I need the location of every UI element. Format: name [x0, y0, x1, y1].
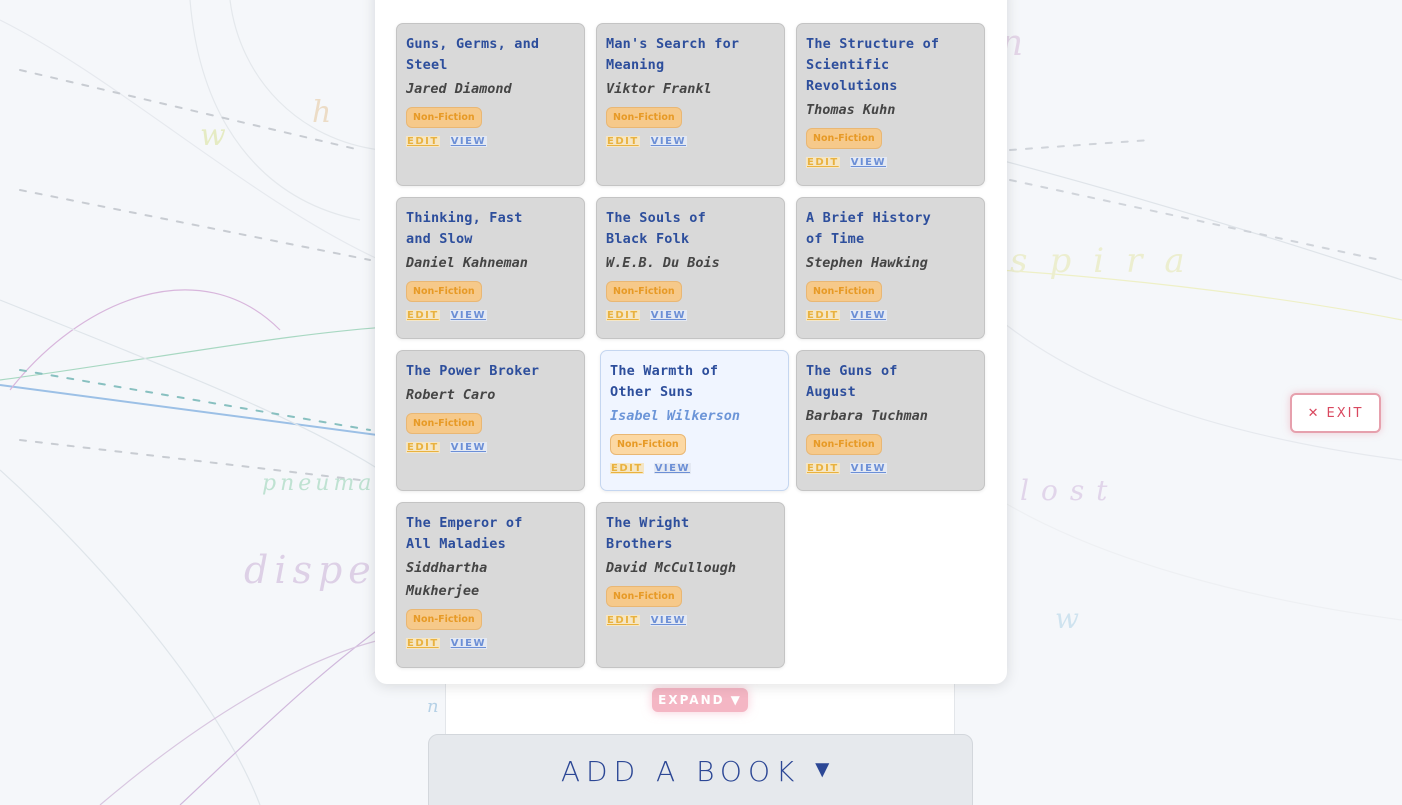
book-card[interactable]: Guns, Germs, and Steel Jared Diamond Non… — [396, 23, 585, 186]
book-author: Stephen Hawking — [806, 255, 928, 271]
background-word-lost: lost — [1020, 474, 1119, 507]
background-word-w: w — [200, 118, 226, 153]
expand-button[interactable]: EXPAND ▼ — [652, 688, 748, 712]
edit-link[interactable]: EDIT — [606, 136, 640, 147]
expand-label: EXPAND — [658, 693, 725, 707]
book-author: Robert Caro — [406, 387, 496, 403]
book-title: The Guns of August — [806, 363, 898, 400]
view-link[interactable]: VIEW — [849, 157, 888, 168]
book-title: The Wright Brothers — [606, 515, 690, 552]
book-author: Daniel Kahneman — [406, 255, 528, 271]
add-a-book-label: ADD A BOOK — [560, 755, 801, 788]
chevron-down-icon: ▼ — [730, 693, 742, 707]
genre-badge: Non-Fiction — [606, 281, 682, 302]
edit-link[interactable]: EDIT — [806, 157, 840, 168]
book-card[interactable]: The Emperor of All Maladies Siddhartha M… — [396, 502, 585, 668]
book-title: The Structure of Scientific Revolutions — [806, 36, 940, 94]
view-link[interactable]: VIEW — [449, 136, 488, 147]
background-word-h: h — [312, 95, 331, 130]
view-link[interactable]: VIEW — [849, 310, 888, 321]
view-link[interactable]: VIEW — [449, 638, 488, 649]
exit-button[interactable]: ✕ EXIT — [1290, 393, 1381, 433]
genre-badge: Non-Fiction — [406, 107, 482, 128]
view-link[interactable]: VIEW — [649, 310, 688, 321]
genre-badge: Non-Fiction — [606, 586, 682, 607]
book-author: Viktor Frankl — [606, 81, 712, 97]
book-author: David McCullough — [606, 560, 737, 576]
edit-link[interactable]: EDIT — [606, 310, 640, 321]
view-link[interactable]: VIEW — [649, 615, 688, 626]
book-author: Jared Diamond — [406, 81, 512, 97]
edit-link[interactable]: EDIT — [406, 136, 440, 147]
book-card[interactable]: The Wright Brothers David McCullough Non… — [596, 502, 785, 668]
edit-link[interactable]: EDIT — [406, 310, 440, 321]
book-title: Thinking, Fast and Slow — [406, 210, 523, 247]
book-title: The Emperor of All Maladies — [406, 515, 523, 552]
close-icon: ✕ — [1307, 405, 1321, 421]
genre-badge: Non-Fiction — [406, 413, 482, 434]
genre-badge: Non-Fiction — [610, 434, 686, 455]
view-link[interactable]: VIEW — [449, 442, 488, 453]
background-word-w2: w — [1055, 602, 1079, 635]
genre-badge: Non-Fiction — [806, 434, 882, 455]
edit-link[interactable]: EDIT — [406, 442, 440, 453]
background-word-n2: n — [427, 696, 439, 717]
book-author: Siddhartha Mukherjee — [406, 560, 488, 599]
view-link[interactable]: VIEW — [849, 463, 888, 474]
book-grid-panel: Guns, Germs, and Steel Jared Diamond Non… — [375, 0, 1007, 684]
book-author: Isabel Wilkerson — [610, 408, 741, 424]
book-title: Man's Search for Meaning — [606, 36, 740, 73]
book-card[interactable]: The Souls of Black Folk W.E.B. Du Bois N… — [596, 197, 785, 339]
genre-badge: Non-Fiction — [406, 281, 482, 302]
edit-link[interactable]: EDIT — [406, 638, 440, 649]
edit-link[interactable]: EDIT — [610, 463, 644, 474]
exit-label: EXIT — [1326, 405, 1364, 421]
background-word-dispe: dispe — [244, 548, 377, 592]
book-card[interactable]: A Brief History of Time Stephen Hawking … — [796, 197, 985, 339]
book-author: Thomas Kuhn — [806, 102, 896, 118]
edit-link[interactable]: EDIT — [806, 310, 840, 321]
book-card[interactable]: The Structure of Scientific Revolutions … — [796, 23, 985, 186]
background-word-spira: spira — [1010, 241, 1207, 281]
background-word-pneuma: pneuma — [262, 471, 375, 496]
book-title: A Brief History of Time — [806, 210, 931, 247]
genre-badge: Non-Fiction — [406, 609, 482, 630]
edit-link[interactable]: EDIT — [806, 463, 840, 474]
book-author: Barbara Tuchman — [806, 408, 928, 424]
book-title: Guns, Germs, and Steel — [406, 36, 540, 73]
view-link[interactable]: VIEW — [449, 310, 488, 321]
book-title: The Souls of Black Folk — [606, 210, 706, 247]
book-card[interactable]: The Guns of August Barbara Tuchman Non-F… — [796, 350, 985, 491]
view-link[interactable]: VIEW — [649, 136, 688, 147]
genre-badge: Non-Fiction — [806, 128, 882, 149]
book-card-hovered[interactable]: The Warmth of Other Suns Isabel Wilkerso… — [600, 350, 789, 491]
book-title: The Power Broker — [406, 363, 540, 379]
genre-badge: Non-Fiction — [806, 281, 882, 302]
book-card[interactable]: Man's Search for Meaning Viktor Frankl N… — [596, 23, 785, 186]
book-author: W.E.B. Du Bois — [606, 255, 720, 271]
genre-badge: Non-Fiction — [606, 107, 682, 128]
book-title: The Warmth of Other Suns — [610, 363, 719, 400]
book-card[interactable]: The Power Broker Robert Caro Non-Fiction… — [396, 350, 585, 491]
add-a-book-button[interactable]: ADD A BOOK ▼ — [428, 734, 973, 805]
view-link[interactable]: VIEW — [653, 463, 692, 474]
book-card[interactable]: Thinking, Fast and Slow Daniel Kahneman … — [396, 197, 585, 339]
triangle-down-icon: ▼ — [810, 755, 841, 783]
edit-link[interactable]: EDIT — [606, 615, 640, 626]
